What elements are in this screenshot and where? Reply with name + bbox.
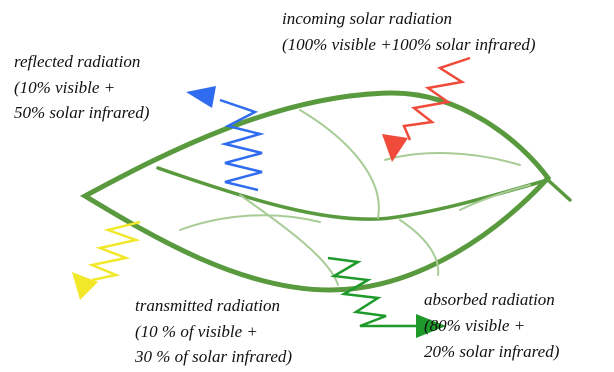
label-line: (80% visible + xyxy=(424,316,525,335)
label-line: reflected radiation xyxy=(14,52,140,71)
label-transmitted: transmitted radiation (10 % of visible +… xyxy=(134,296,292,366)
label-line: (100% visible +100% solar infrared) xyxy=(282,35,536,54)
label-line: 20% solar infrared) xyxy=(424,342,560,361)
label-reflected: reflected radiation (10% visible + 50% s… xyxy=(14,52,150,122)
incoming-arrow xyxy=(382,58,470,162)
label-line: transmitted radiation xyxy=(135,296,280,315)
label-line: incoming solar radiation xyxy=(282,9,452,28)
label-line: 50% solar infrared) xyxy=(14,103,150,122)
diagram: incoming solar radiation (100% visible +… xyxy=(0,0,614,372)
leaf xyxy=(85,93,570,290)
label-absorbed: absorbed radiation (80% visible + 20% so… xyxy=(424,290,560,361)
label-line: (10 % of visible + xyxy=(135,322,258,341)
label-line: 30 % of solar infrared) xyxy=(134,347,292,366)
label-incoming: incoming solar radiation (100% visible +… xyxy=(282,9,536,54)
transmitted-arrow xyxy=(72,222,140,300)
label-line: (10% visible + xyxy=(14,78,115,97)
label-line: absorbed radiation xyxy=(424,290,555,309)
